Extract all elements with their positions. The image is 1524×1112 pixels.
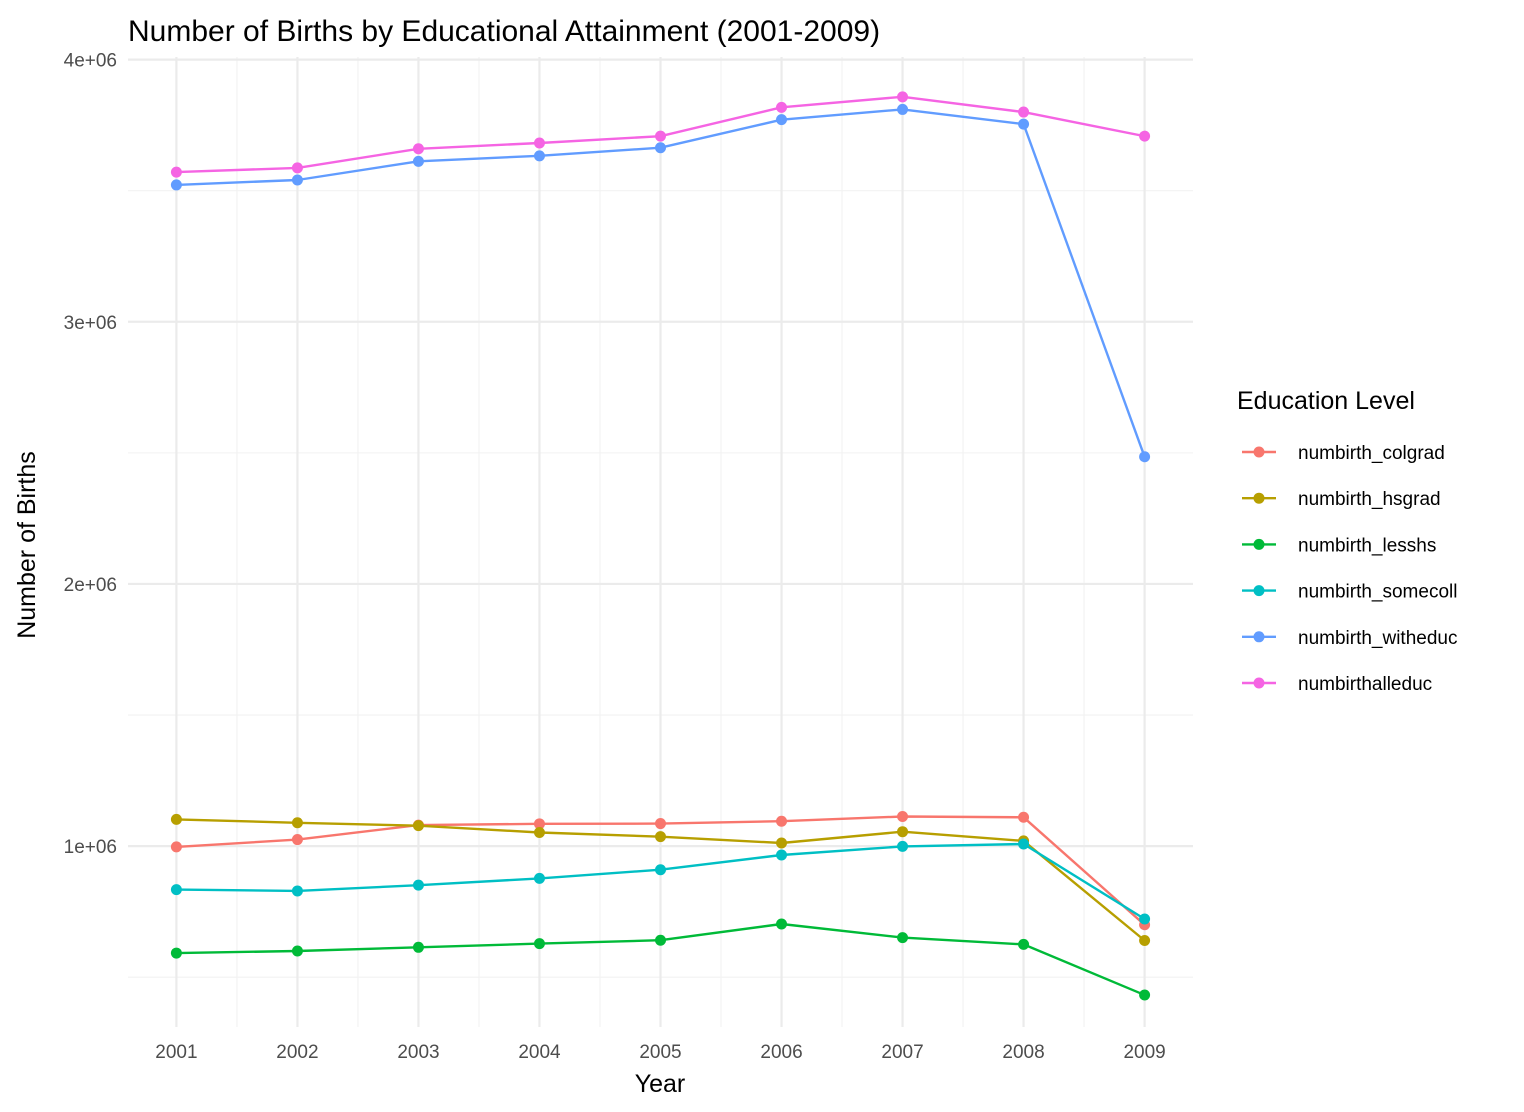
- data-point: [170, 947, 182, 959]
- data-point: [776, 837, 788, 849]
- chart-title: Number of Births by Educational Attainme…: [128, 15, 880, 48]
- data-point: [170, 813, 182, 825]
- legend-key-point: [1253, 631, 1265, 643]
- data-point: [1139, 913, 1151, 925]
- data-point: [1018, 118, 1030, 130]
- x-tick-label: 2001: [155, 1042, 197, 1063]
- data-point: [1018, 838, 1030, 850]
- data-point: [776, 815, 788, 827]
- data-point: [412, 879, 424, 891]
- data-point: [1018, 106, 1030, 118]
- data-point: [291, 817, 303, 829]
- y-tick-label: 1e+06: [64, 837, 117, 858]
- data-point: [533, 818, 545, 830]
- data-point: [412, 820, 424, 832]
- data-point: [897, 810, 909, 822]
- data-point: [655, 831, 666, 843]
- legend-items: numbirth_colgrad numbirth_hsgrad numbirth_…: [1242, 443, 1457, 695]
- x-tick-label: 2005: [639, 1042, 681, 1063]
- data-point: [776, 101, 788, 113]
- data-point: [1139, 130, 1151, 142]
- data-point: [291, 174, 303, 186]
- data-point: [533, 826, 545, 838]
- legend-item: numbirthalleduc: [1242, 674, 1432, 695]
- data-point: [170, 179, 182, 191]
- x-axis-title: Year: [635, 1070, 686, 1098]
- plot-area: [128, 57, 1193, 1027]
- series-numbirth_lesshs: [170, 918, 1151, 1001]
- data-point: [655, 130, 666, 142]
- y-tick-label: 2e+06: [64, 575, 117, 596]
- data-point: [291, 834, 303, 846]
- legend-key-point: [1253, 585, 1265, 597]
- legend-key-point: [1253, 677, 1265, 689]
- x-axis-ticks: 2001 2002 2003 2004 2005 2006 2007 2008 2009: [155, 1042, 1165, 1063]
- series-numbirth_witheduc: [170, 103, 1151, 463]
- series-numbirth_hsgrad: [170, 813, 1151, 946]
- data-point: [1139, 989, 1151, 1001]
- legend-label: numbirth_witheduc: [1298, 628, 1457, 649]
- data-point: [655, 864, 666, 876]
- data-point: [655, 818, 666, 830]
- data-point: [291, 162, 303, 174]
- y-axis-title: Number of Births: [13, 451, 41, 639]
- grid: [128, 57, 1193, 1027]
- data-point: [897, 103, 909, 115]
- data-point: [412, 941, 424, 953]
- data-point: [291, 945, 303, 957]
- x-tick-label: 2008: [1002, 1042, 1044, 1063]
- data-point: [897, 826, 909, 838]
- x-tick-label: 2009: [1123, 1042, 1165, 1063]
- data-point: [170, 884, 182, 896]
- legend-label: numbirth_hsgrad: [1298, 489, 1441, 510]
- data-point: [655, 142, 666, 154]
- x-tick-label: 2004: [518, 1042, 561, 1063]
- legend-label: numbirth_colgrad: [1298, 443, 1445, 464]
- data-point: [897, 840, 909, 852]
- legend-item: numbirth_witheduc: [1242, 628, 1457, 649]
- data-point: [412, 143, 424, 155]
- data-point: [291, 885, 303, 897]
- series-numbirthalleduc: [170, 91, 1151, 178]
- x-tick-label: 2006: [760, 1042, 802, 1063]
- legend-item: numbirth_somecoll: [1242, 582, 1457, 603]
- legend-item: numbirth_colgrad: [1242, 443, 1445, 464]
- data-point: [1139, 451, 1151, 463]
- legend-label: numbirthalleduc: [1298, 674, 1432, 695]
- legend-title: Education Level: [1237, 387, 1415, 415]
- y-tick-label: 4e+06: [64, 51, 117, 72]
- data-point: [412, 155, 424, 167]
- legend-label: numbirth_lesshs: [1298, 535, 1436, 556]
- series-numbirth_somecoll: [170, 838, 1151, 925]
- data-point: [897, 91, 909, 103]
- legend-key-point: [1253, 492, 1265, 504]
- data-point: [1018, 938, 1030, 950]
- x-tick-label: 2003: [397, 1042, 439, 1063]
- legend-item: numbirth_lesshs: [1242, 535, 1436, 556]
- data-point: [170, 166, 182, 178]
- legend-label: numbirth_somecoll: [1298, 582, 1457, 603]
- y-tick-label: 3e+06: [64, 313, 117, 334]
- data-point: [533, 150, 545, 162]
- legend-key-point: [1253, 538, 1265, 550]
- data-point: [1139, 934, 1151, 946]
- series-layer: [170, 91, 1151, 1001]
- legend-item: numbirth_hsgrad: [1242, 489, 1441, 510]
- data-point: [533, 938, 545, 950]
- legend-key-point: [1253, 446, 1265, 458]
- data-point: [776, 114, 788, 126]
- x-tick-label: 2002: [276, 1042, 318, 1063]
- legend: Education Level numbirth_colgradnumbirth…: [1237, 387, 1457, 695]
- data-point: [170, 841, 182, 853]
- data-point: [1018, 811, 1030, 823]
- data-point: [776, 849, 788, 861]
- x-tick-label: 2007: [881, 1042, 923, 1063]
- data-point: [897, 932, 909, 944]
- data-point: [776, 918, 788, 930]
- data-point: [533, 137, 545, 149]
- data-point: [655, 934, 666, 946]
- y-axis-ticks: 1e+06 2e+06 3e+06 4e+06: [64, 51, 117, 858]
- data-point: [533, 872, 545, 884]
